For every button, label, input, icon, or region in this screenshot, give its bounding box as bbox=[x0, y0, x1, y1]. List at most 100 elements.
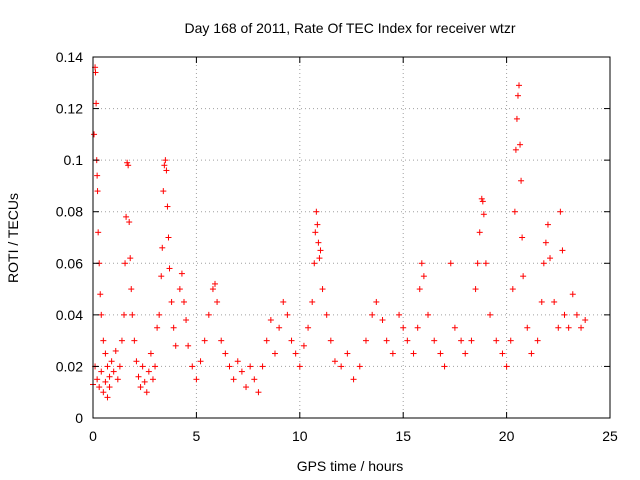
data-point bbox=[327, 337, 334, 344]
data-point bbox=[158, 273, 165, 280]
data-point bbox=[259, 363, 266, 370]
data-point bbox=[540, 260, 547, 267]
data-point bbox=[292, 350, 299, 357]
data-point bbox=[127, 255, 134, 262]
data-point bbox=[311, 260, 318, 267]
data-point bbox=[513, 115, 520, 122]
data-point bbox=[230, 376, 237, 383]
data-point bbox=[93, 100, 100, 107]
data-point bbox=[416, 286, 423, 293]
data-point bbox=[263, 337, 270, 344]
data-point bbox=[507, 337, 514, 344]
data-point bbox=[201, 337, 208, 344]
data-point bbox=[480, 211, 487, 218]
data-point bbox=[271, 350, 278, 357]
data-point bbox=[319, 286, 326, 293]
data-point bbox=[312, 229, 319, 236]
data-point bbox=[96, 384, 103, 391]
data-point bbox=[373, 298, 380, 305]
data-point bbox=[116, 363, 123, 370]
y-axis-label: ROTI / TECUs bbox=[5, 193, 21, 283]
x-tick-label: 0 bbox=[89, 428, 97, 444]
data-point bbox=[123, 213, 130, 220]
data-point bbox=[499, 350, 506, 357]
data-point bbox=[102, 378, 109, 385]
data-points bbox=[90, 64, 589, 401]
data-point bbox=[183, 317, 190, 324]
data-point bbox=[482, 260, 489, 267]
data-point bbox=[189, 363, 196, 370]
data-point bbox=[547, 255, 554, 262]
data-point bbox=[414, 324, 421, 331]
data-point bbox=[226, 363, 233, 370]
y-tick-label: 0.04 bbox=[56, 307, 83, 323]
data-point bbox=[514, 92, 521, 99]
data-point bbox=[418, 260, 425, 267]
data-point bbox=[451, 324, 458, 331]
y-tick-label: 0 bbox=[75, 410, 83, 426]
data-point bbox=[176, 286, 183, 293]
data-point bbox=[185, 342, 192, 349]
data-point bbox=[125, 162, 132, 169]
x-tick-labels: 0 5 10 15 20 25 bbox=[89, 428, 618, 444]
data-point bbox=[472, 286, 479, 293]
y-tick-label: 0.02 bbox=[56, 358, 83, 374]
data-point bbox=[538, 298, 545, 305]
data-point bbox=[379, 317, 386, 324]
data-point bbox=[172, 342, 179, 349]
data-point bbox=[555, 324, 562, 331]
data-point bbox=[100, 389, 107, 396]
data-point bbox=[447, 260, 454, 267]
data-point bbox=[122, 260, 129, 267]
data-point bbox=[284, 311, 291, 318]
data-point bbox=[565, 324, 572, 331]
data-point bbox=[129, 311, 136, 318]
data-point bbox=[520, 273, 527, 280]
data-point bbox=[519, 234, 526, 241]
data-point bbox=[143, 389, 150, 396]
y-tick-label: 0.12 bbox=[56, 101, 83, 117]
data-point bbox=[98, 311, 105, 318]
data-point bbox=[133, 358, 140, 365]
data-point bbox=[534, 337, 541, 344]
axis-ticks bbox=[92, 56, 611, 419]
data-point bbox=[431, 337, 438, 344]
data-point bbox=[338, 363, 345, 370]
data-point bbox=[106, 384, 113, 391]
x-axis-label: GPS time / hours bbox=[297, 458, 404, 474]
data-point bbox=[420, 273, 427, 280]
data-point bbox=[478, 195, 485, 202]
data-point bbox=[147, 350, 154, 357]
data-point bbox=[108, 358, 115, 365]
grid-lines bbox=[93, 57, 610, 418]
y-tick-label: 0.06 bbox=[56, 255, 83, 271]
data-point bbox=[139, 363, 146, 370]
data-point bbox=[389, 350, 396, 357]
data-point bbox=[516, 82, 523, 89]
data-point bbox=[131, 337, 138, 344]
data-point bbox=[121, 311, 128, 318]
data-point bbox=[441, 363, 448, 370]
data-point bbox=[152, 363, 159, 370]
data-point bbox=[238, 368, 245, 375]
data-point bbox=[582, 317, 589, 324]
data-point bbox=[159, 244, 166, 251]
data-point bbox=[551, 298, 558, 305]
data-point bbox=[331, 358, 338, 365]
data-point bbox=[474, 260, 481, 267]
data-point bbox=[112, 347, 119, 354]
data-point bbox=[178, 270, 185, 277]
data-point bbox=[383, 337, 390, 344]
data-point bbox=[149, 376, 156, 383]
data-point bbox=[479, 198, 486, 205]
data-point bbox=[276, 324, 283, 331]
data-point bbox=[197, 358, 204, 365]
data-point bbox=[437, 350, 444, 357]
data-point bbox=[156, 311, 163, 318]
data-point bbox=[118, 337, 125, 344]
data-point bbox=[296, 363, 303, 370]
data-point bbox=[561, 311, 568, 318]
data-point bbox=[578, 324, 585, 331]
data-point bbox=[425, 311, 432, 318]
data-point bbox=[344, 350, 351, 357]
